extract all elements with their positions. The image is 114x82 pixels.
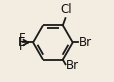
Text: F: F — [17, 36, 24, 49]
Text: Cl: Cl — [60, 3, 71, 16]
Text: F: F — [18, 40, 25, 53]
Text: Br: Br — [78, 36, 91, 49]
Text: F: F — [18, 32, 25, 45]
Text: Br: Br — [65, 59, 78, 72]
